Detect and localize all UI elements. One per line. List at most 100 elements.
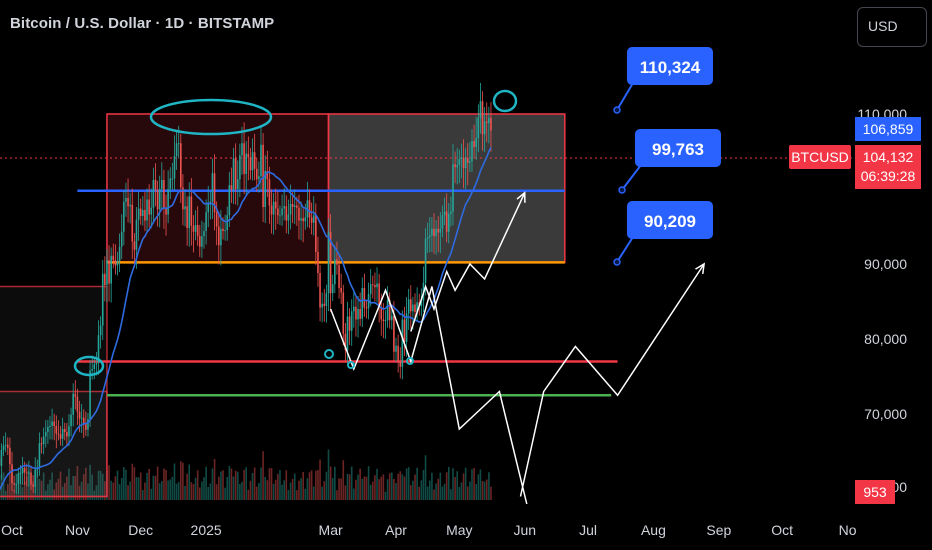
candle-body bbox=[203, 231, 205, 237]
candle bbox=[374, 272, 376, 302]
candle-body bbox=[346, 316, 349, 351]
candlesticks bbox=[0, 82, 492, 494]
projection-future-arrow bbox=[519, 263, 705, 497]
candle bbox=[268, 166, 271, 224]
candle bbox=[300, 201, 302, 241]
candle-body bbox=[279, 215, 281, 217]
candle bbox=[34, 457, 37, 494]
volume-bar bbox=[230, 468, 233, 500]
volume-bar bbox=[234, 470, 237, 500]
candle-body bbox=[80, 417, 83, 419]
candle-body bbox=[198, 236, 201, 247]
candle-body bbox=[17, 473, 20, 484]
candle bbox=[241, 126, 243, 175]
candle-body bbox=[207, 203, 210, 213]
candle bbox=[264, 155, 266, 224]
candle bbox=[230, 167, 233, 204]
price-callout[interactable]: 110,324 bbox=[613, 47, 713, 114]
candle-body bbox=[428, 235, 431, 237]
volume-bar bbox=[325, 471, 328, 500]
volume-bar bbox=[217, 476, 220, 500]
volume-bar bbox=[483, 481, 486, 500]
candle-body bbox=[11, 464, 13, 483]
volume-bar bbox=[68, 468, 70, 500]
candle-body bbox=[135, 219, 138, 250]
volume-bar bbox=[167, 480, 169, 500]
candle-body bbox=[270, 205, 273, 215]
volume-bar bbox=[272, 483, 275, 500]
candle-body bbox=[21, 468, 24, 474]
candle-body bbox=[74, 393, 77, 397]
volume-bar bbox=[127, 485, 129, 500]
candle bbox=[401, 310, 404, 380]
candle bbox=[355, 297, 357, 337]
callout-box bbox=[627, 201, 713, 239]
candle bbox=[466, 143, 469, 186]
candle bbox=[74, 380, 77, 410]
time-axis[interactable]: Oct Nov Dec 2025 Mar Apr May Jun Jul Aug Sep Oct No bbox=[1, 522, 857, 538]
volume-bar bbox=[266, 480, 269, 500]
candle bbox=[407, 288, 410, 330]
candle-body bbox=[150, 207, 153, 215]
candle bbox=[325, 284, 328, 323]
volume-bar bbox=[331, 478, 334, 500]
volume-bar bbox=[283, 480, 285, 500]
volume-bar bbox=[420, 480, 423, 500]
volume-bars bbox=[0, 449, 492, 500]
candle-body bbox=[32, 484, 34, 487]
volume-bar bbox=[405, 468, 408, 500]
candle bbox=[376, 267, 378, 303]
low-mark bbox=[324, 349, 334, 359]
volume-bar bbox=[372, 481, 374, 500]
volume-bar bbox=[274, 479, 277, 500]
candle-body bbox=[391, 315, 393, 321]
currency-button[interactable]: USD bbox=[857, 7, 927, 47]
volume-bar bbox=[477, 474, 480, 500]
candle bbox=[209, 191, 212, 220]
candle bbox=[226, 206, 229, 241]
volume-bar bbox=[9, 473, 11, 500]
candle-body bbox=[89, 370, 91, 420]
volume-bar bbox=[384, 491, 387, 500]
price-tick-label: 80,000 bbox=[864, 331, 907, 347]
price-callout[interactable]: 99,763 bbox=[618, 129, 721, 194]
volume-bar bbox=[255, 486, 258, 500]
candle-body bbox=[234, 158, 237, 189]
candle-body bbox=[479, 101, 482, 118]
price-callouts[interactable]: 110,324 99,763 90,209 bbox=[613, 47, 721, 266]
candle bbox=[192, 215, 195, 253]
volume-bar bbox=[479, 469, 482, 500]
time-tick-label: Nov bbox=[65, 522, 90, 538]
candle-body bbox=[274, 201, 277, 209]
candle-body bbox=[308, 200, 311, 218]
candle-body bbox=[260, 144, 262, 177]
candle-body bbox=[152, 180, 155, 208]
candle-body bbox=[255, 168, 258, 180]
candle-body bbox=[285, 206, 288, 221]
candle bbox=[236, 160, 239, 206]
volume-bar bbox=[270, 468, 273, 500]
candle bbox=[350, 299, 353, 346]
candle bbox=[120, 214, 123, 260]
volume-bar bbox=[342, 460, 345, 500]
volume-bar bbox=[361, 478, 364, 500]
candle-body bbox=[407, 299, 410, 314]
candle bbox=[72, 383, 74, 427]
candle bbox=[129, 192, 131, 224]
volume-bar bbox=[63, 483, 66, 500]
candle-body bbox=[334, 259, 336, 285]
candle-body bbox=[93, 364, 96, 369]
volume-bar bbox=[447, 467, 450, 500]
volume-bar bbox=[302, 472, 304, 500]
volume-bar bbox=[232, 476, 235, 500]
hand-drawn-annotations bbox=[73, 89, 518, 377]
volume-bar bbox=[439, 472, 442, 500]
candle bbox=[101, 260, 104, 340]
candle bbox=[439, 212, 442, 254]
candle bbox=[63, 422, 66, 441]
volume-bar bbox=[319, 459, 321, 500]
candle-body bbox=[401, 319, 404, 367]
price-callout[interactable]: 90,209 bbox=[613, 201, 713, 266]
candle bbox=[393, 301, 395, 362]
